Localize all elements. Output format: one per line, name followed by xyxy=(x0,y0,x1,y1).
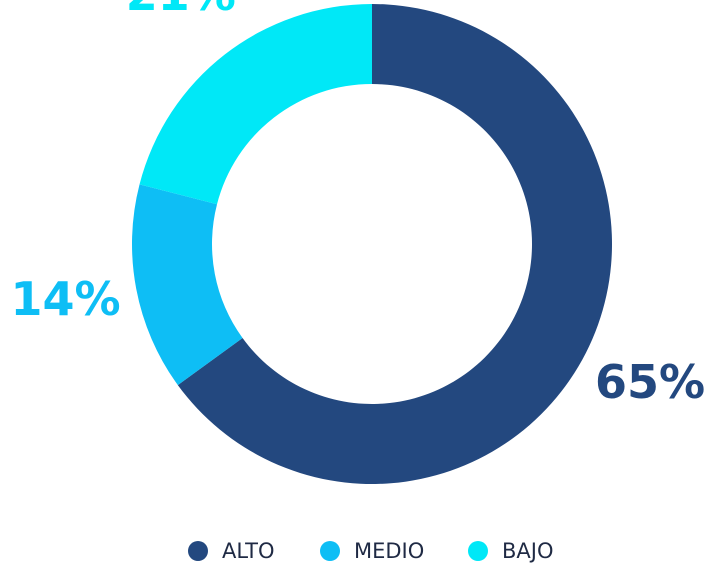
value-label: 65% xyxy=(595,355,705,409)
value-label: 21% xyxy=(126,0,236,21)
donut-segment xyxy=(131,184,243,386)
donut-segment xyxy=(139,4,372,205)
legend-label: MEDIO xyxy=(354,539,424,563)
legend-label: ALTO xyxy=(222,539,275,563)
legend-marker xyxy=(468,541,488,561)
donut-segment xyxy=(177,4,612,484)
legend-marker xyxy=(188,541,208,561)
legend-marker xyxy=(320,541,340,561)
value-label: 14% xyxy=(10,272,120,326)
legend-label: BAJO xyxy=(502,539,554,563)
